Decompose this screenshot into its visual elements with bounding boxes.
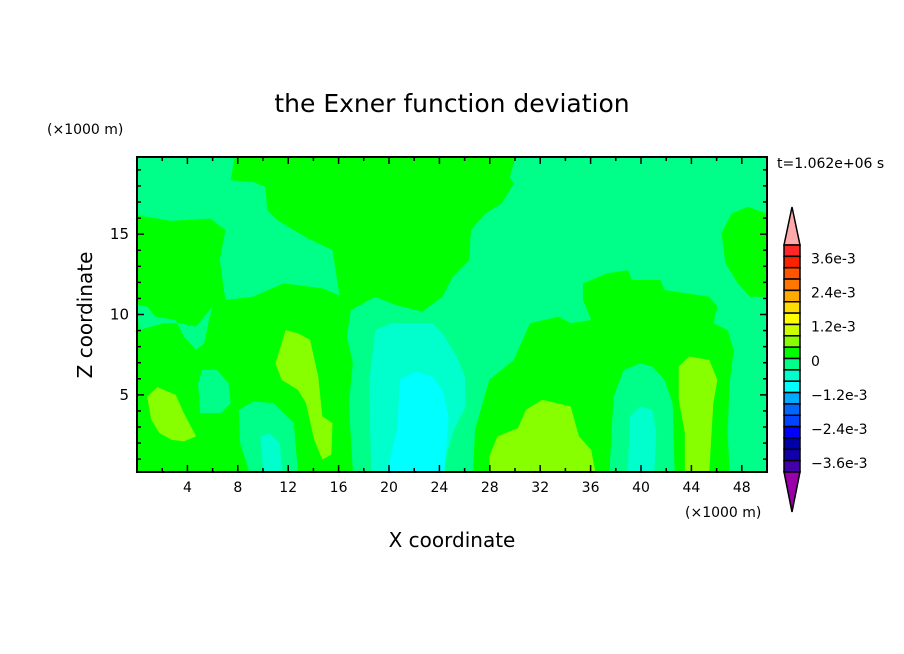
- contour-region: [198, 369, 231, 414]
- contour-region: [230, 157, 516, 312]
- x-tick-label: 36: [582, 480, 600, 496]
- colorbar-label: 2.4e-3: [811, 286, 856, 302]
- colorbar-label: −2.4e-3: [811, 422, 868, 438]
- contour-region: [147, 387, 197, 442]
- contour-region: [275, 329, 333, 460]
- contour-region: [387, 371, 449, 472]
- colorbar-box: [783, 346, 801, 360]
- x-unit-label: (×1000 m): [685, 505, 761, 521]
- colorbar-box: [783, 437, 801, 451]
- colorbar-over-triangle: [783, 206, 801, 246]
- colorbar-box: [783, 289, 801, 303]
- y-tick-label: 10: [110, 306, 129, 324]
- y-unit-label: (×1000 m): [47, 122, 123, 138]
- colorbar-box: [783, 266, 801, 280]
- colorbar-box: [783, 369, 801, 382]
- colorbar-label: −1.2e-3: [811, 388, 868, 404]
- contour-region: [721, 206, 768, 297]
- colorbar-label: 3.6e-3: [811, 252, 856, 268]
- contour-region: [489, 399, 596, 472]
- colorbar-box: [783, 323, 801, 337]
- colorbar-box: [783, 255, 801, 269]
- colorbar-box: [783, 335, 801, 348]
- x-tick-label: 20: [380, 480, 398, 496]
- colorbar-box: [783, 459, 801, 473]
- contour-region: [627, 406, 657, 472]
- contour-region: [137, 305, 213, 350]
- x-tick-label: 32: [531, 480, 549, 496]
- colorbar-box: [783, 448, 801, 462]
- x-tick-label: 44: [682, 480, 700, 496]
- colorbar-label: 1.2e-3: [811, 320, 856, 336]
- colorbar-box: [783, 312, 801, 326]
- y-axis-label: Z coordinate: [73, 252, 97, 379]
- x-tick-label: 4: [183, 480, 192, 496]
- x-tick-label: 28: [481, 480, 499, 496]
- colorbar-box: [783, 357, 801, 371]
- contour-region: [137, 215, 353, 472]
- y-tick-label: 15: [110, 225, 129, 243]
- colorbar-box: [783, 278, 801, 292]
- contour-region: [260, 433, 283, 472]
- x-tick-label: 24: [430, 480, 448, 496]
- colorbar-box: [783, 425, 801, 439]
- colorbar-label: −3.6e-3: [811, 456, 868, 472]
- x-tick-label: 8: [233, 480, 242, 496]
- x-tick-label: 16: [330, 480, 348, 496]
- colorbar-under-triangle: [783, 471, 801, 513]
- colorbar-box: [783, 244, 801, 258]
- chart-title: the Exner function deviation: [274, 89, 629, 118]
- x-tick-label: 12: [279, 480, 297, 496]
- x-tick-label: 48: [733, 480, 751, 496]
- colorbar-label: 0: [811, 354, 820, 370]
- time-label: t=1.062e+06 s: [777, 156, 884, 172]
- x-axis-label: X coordinate: [389, 528, 516, 552]
- colorbar-box: [783, 380, 801, 394]
- y-tick-label: 5: [119, 386, 129, 404]
- colorbar: 3.6e-3 2.4e-3 1.2e-3 0 −1.2e-3 −2.4e-3 −3.6e-3: [783, 206, 868, 513]
- contour-region: [678, 356, 718, 472]
- colorbar-box: [783, 391, 801, 405]
- colorbar-box: [783, 301, 801, 314]
- colorbar-box: [783, 414, 801, 428]
- colorbar-box: [783, 403, 801, 416]
- x-tick-label: 40: [632, 480, 650, 496]
